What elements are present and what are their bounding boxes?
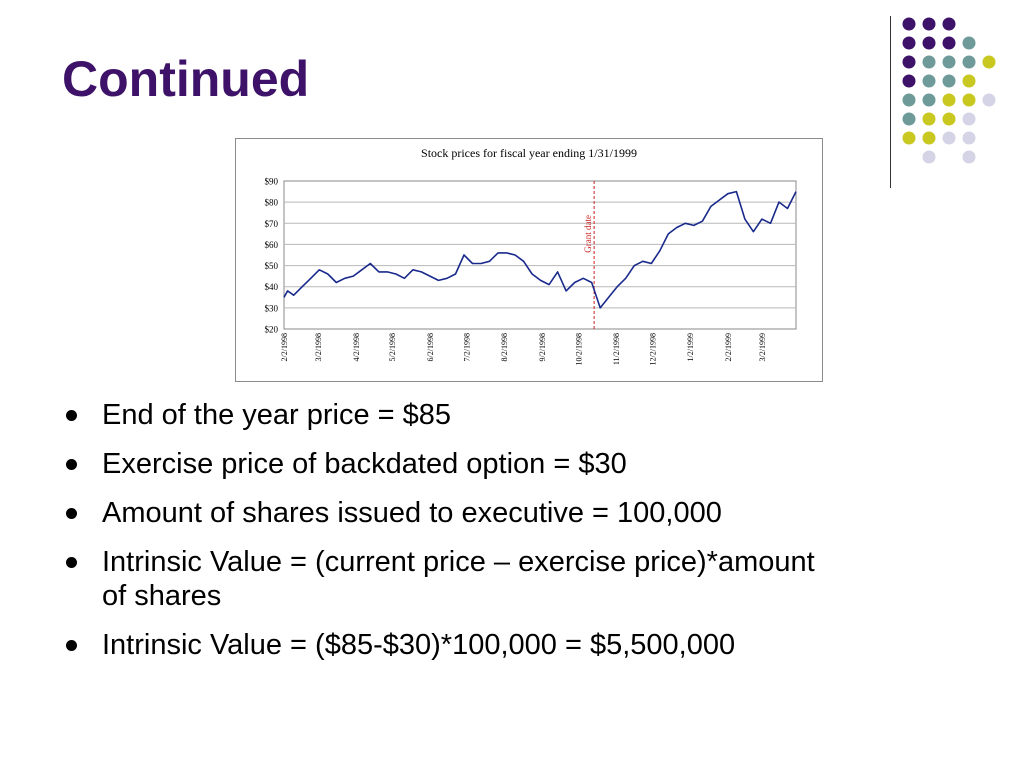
x-tick-label: 1/2/1999 <box>686 333 695 361</box>
bullet-dot <box>66 508 77 519</box>
title-divider-line <box>890 16 891 188</box>
decorative-dot-grid <box>902 17 996 164</box>
stock-price-chart: Stock prices for fiscal year ending 1/31… <box>235 138 823 382</box>
decorative-dot <box>962 93 976 107</box>
bullet-item: Exercise price of backdated option = $30 <box>64 447 964 481</box>
x-tick-label: 6/2/1998 <box>426 333 435 361</box>
x-tick-label: 8/2/1998 <box>500 333 509 361</box>
slide-title: Continued <box>62 51 310 107</box>
x-tick-label: 7/2/1998 <box>462 333 471 361</box>
x-tick-label: 12/2/1998 <box>648 333 657 365</box>
decorative-dot <box>962 36 976 50</box>
decorative-dot <box>942 55 956 69</box>
decorative-dot <box>962 74 976 88</box>
bullet-text: End of the year price = $85 <box>102 399 452 431</box>
decorative-dot <box>942 36 956 50</box>
x-tick-label: 2/2/1998 <box>280 333 289 361</box>
plot-area-border <box>283 180 797 330</box>
y-tick-label: $20 <box>265 325 279 335</box>
decorative-dot <box>902 17 916 31</box>
bullet-dot <box>66 459 77 470</box>
x-tick-label: 11/2/1998 <box>612 333 621 365</box>
x-tick-label: 9/2/1998 <box>538 333 547 361</box>
decorative-dot <box>942 93 956 107</box>
decorative-dot <box>962 55 976 69</box>
decorative-dot <box>922 112 936 126</box>
decorative-dot <box>962 131 976 145</box>
bullet-dot <box>66 410 77 421</box>
x-tick-label: 10/2/1998 <box>574 333 583 365</box>
decorative-dot <box>982 93 996 107</box>
chart-canvas: Stock prices for fiscal year ending 1/31… <box>265 146 797 365</box>
decorative-dot <box>982 55 996 69</box>
decorative-dot <box>942 131 956 145</box>
bullet-text: Intrinsic Value = (current price – exerc… <box>102 546 815 612</box>
chart-gridlines <box>283 180 797 330</box>
decorative-dot <box>922 131 936 145</box>
decorative-dot <box>922 74 936 88</box>
chart-title: Stock prices for fiscal year ending 1/31… <box>421 146 637 160</box>
decorative-dot <box>922 17 936 31</box>
decorative-dot <box>922 93 936 107</box>
bullet-text: Intrinsic Value = ($85-$30)*100,000 = $5… <box>102 629 736 661</box>
decorative-dot <box>902 36 916 50</box>
decorative-dot <box>942 112 956 126</box>
bullet-item: End of the year price = $85 <box>64 398 964 432</box>
chart-series <box>283 190 797 309</box>
y-tick-label: $30 <box>265 303 279 313</box>
y-tick-label: $40 <box>265 282 279 292</box>
bullet-dot <box>66 640 77 651</box>
y-tick-label: $50 <box>265 261 279 271</box>
y-tick-label: $70 <box>265 219 279 229</box>
y-axis-ticks: $20 $30 $40 $50 $60 $70 $80 $90 <box>265 177 279 335</box>
decorative-dot <box>962 112 976 126</box>
decorative-dot <box>902 112 916 126</box>
decorative-dot <box>922 36 936 50</box>
bullet-item: Amount of shares issued to executive = 1… <box>64 496 964 530</box>
x-tick-label: 4/2/1998 <box>352 333 361 361</box>
bullet-item: Intrinsic Value = (current price – exerc… <box>64 545 964 613</box>
bullet-list: End of the year price = $85 Exercise pri… <box>64 398 964 677</box>
x-tick-label: 5/2/1998 <box>388 333 397 361</box>
bullet-text: Exercise price of backdated option = $30 <box>102 448 627 480</box>
y-tick-label: $80 <box>265 198 279 208</box>
decorative-dot <box>942 74 956 88</box>
bullet-dot <box>66 557 77 568</box>
x-tick-label: 3/2/1998 <box>314 333 323 361</box>
y-tick-label: $60 <box>265 240 279 250</box>
decorative-dot <box>902 74 916 88</box>
bullet-text: Amount of shares issued to executive = 1… <box>102 497 722 529</box>
bullet-item: Intrinsic Value = ($85-$30)*100,000 = $5… <box>64 628 964 662</box>
x-axis-ticks: 2/2/1998 3/2/1998 4/2/1998 5/2/1998 6/2/1998… <box>280 333 767 365</box>
grant-date-label: Grant date <box>583 215 593 253</box>
decorative-dot <box>902 93 916 107</box>
decorative-dot <box>922 150 936 164</box>
decorative-dot <box>902 55 916 69</box>
x-tick-label: 2/2/1999 <box>724 333 733 361</box>
decorative-dot <box>962 150 976 164</box>
decorative-dot <box>902 131 916 145</box>
decorative-dot <box>942 17 956 31</box>
x-tick-label: 3/2/1999 <box>758 333 767 361</box>
decorative-dot <box>922 55 936 69</box>
stock-price-line <box>283 190 797 309</box>
y-tick-label: $90 <box>265 177 279 187</box>
grant-date-annotation: Grant date <box>583 181 595 329</box>
